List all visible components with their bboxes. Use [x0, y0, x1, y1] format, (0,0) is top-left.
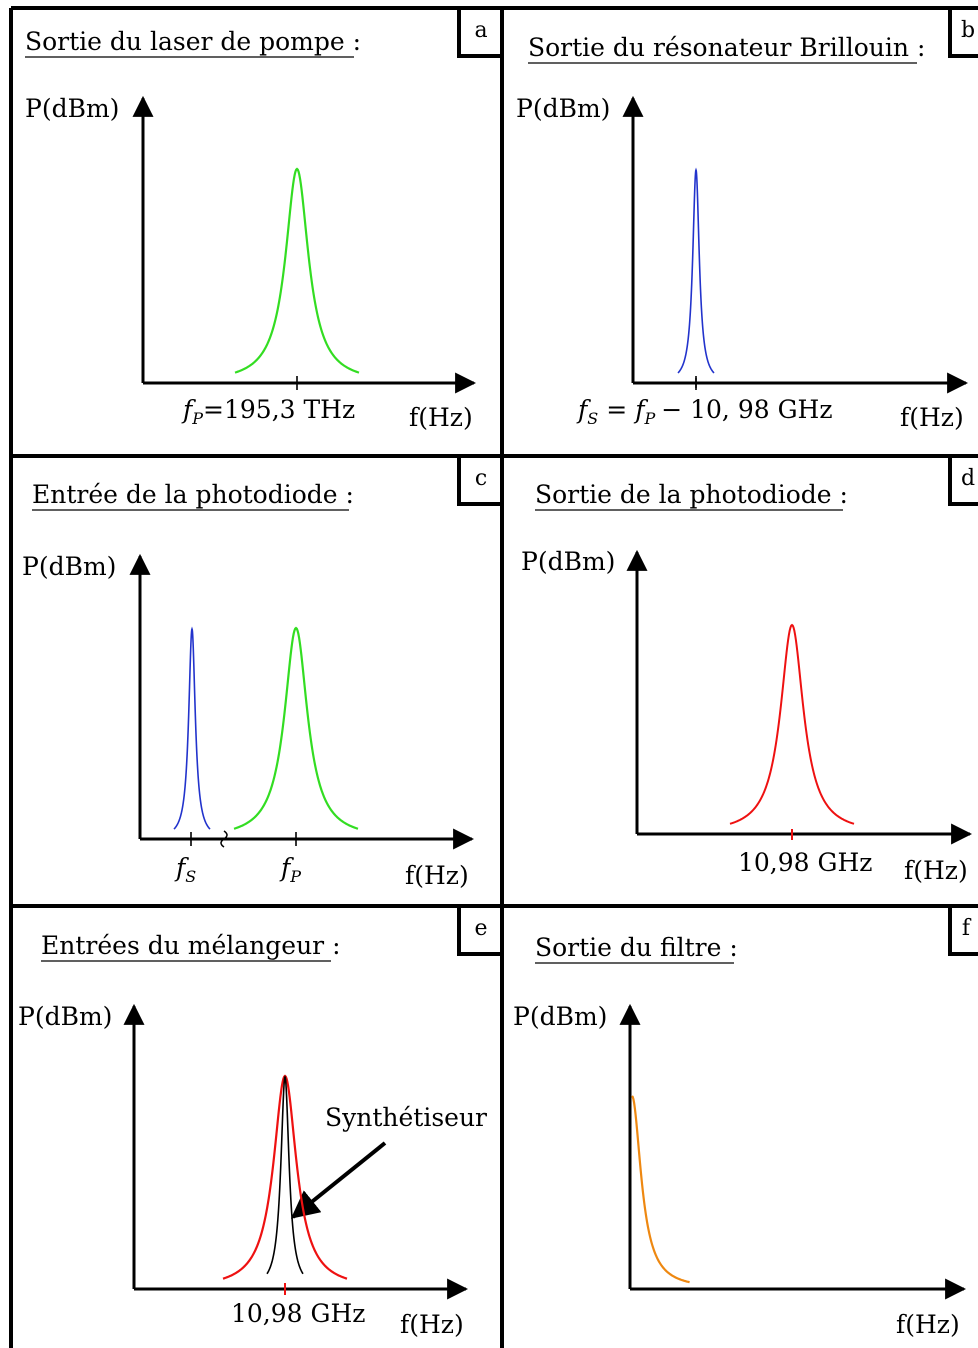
- corner-label-d: d: [961, 466, 975, 491]
- panel-d-x-label: f(Hz): [904, 856, 968, 885]
- panel-e-synthesizer-spectrum: [266, 1075, 304, 1275]
- panel-c-axes: P(dBm) f(Hz): [22, 552, 475, 890]
- panel-b-tick-label: fS = fP − 10, 98 GHz: [576, 395, 833, 428]
- panel-a-pump-spectrum: [234, 167, 360, 374]
- panel-b-axes: P(dBm) f(Hz): [516, 94, 969, 432]
- panel-e-x-label: f(Hz): [400, 1310, 464, 1339]
- panel-c-x-label: f(Hz): [405, 861, 469, 890]
- panel-d-title: Sortie de la photodiode :: [535, 480, 848, 509]
- panel-d-beat-spectrum: [729, 623, 855, 825]
- panel-f-filter-spectrum: [631, 1095, 690, 1284]
- panel-c-tick-label-p: fP: [279, 853, 301, 886]
- corner-label-b: b: [961, 18, 975, 43]
- panel-b-stokes-spectrum: [677, 167, 715, 374]
- corner-box-e: e: [457, 906, 502, 956]
- panel-f-y-label: P(dBm): [513, 1002, 607, 1031]
- panel-c-title: Entrée de la photodiode :: [32, 480, 354, 509]
- corner-label-c: c: [475, 466, 487, 491]
- corner-box-b: b: [948, 8, 978, 58]
- panel-d-tick-label: 10,98 GHz: [738, 848, 872, 877]
- panel-e-annotation: Synthétiseur: [325, 1103, 487, 1132]
- panel-d-y-label: P(dBm): [521, 547, 615, 576]
- panel-b-title: Sortie du résonateur Brillouin :: [528, 33, 925, 62]
- corner-box-f: f: [948, 906, 978, 956]
- panel-a-axes: P(dBm) f(Hz): [25, 94, 477, 432]
- panel-e-title: Entrées du mélangeur :: [41, 931, 341, 960]
- panel-e-annotation-arrow: [290, 1141, 387, 1219]
- panel-b-y-label: P(dBm): [516, 94, 610, 123]
- panel-e-tick-label: 10,98 GHz: [231, 1299, 365, 1328]
- corner-label-e: e: [474, 916, 487, 941]
- panel-e-axes: P(dBm) f(Hz) 10,98 GHz Synthétiseur: [18, 1002, 487, 1339]
- corner-label-a: a: [474, 18, 487, 43]
- panel-c-pump-spectrum: [233, 626, 359, 830]
- panel-a-tick-label: fP=195,3 THz: [181, 395, 355, 428]
- panel-f-x-label: f(Hz): [896, 1310, 960, 1339]
- panel-a-y-label: P(dBm): [25, 94, 119, 123]
- panel-c-y-label: P(dBm): [22, 552, 116, 581]
- panel-f-title: Sortie du filtre :: [535, 933, 738, 962]
- panel-c-axis-break: [220, 830, 228, 848]
- corner-label-f: f: [962, 916, 972, 941]
- panel-a-title: Sortie du laser de pompe :: [25, 27, 361, 56]
- panel-a-x-label: f(Hz): [409, 403, 473, 432]
- panel-d-axes: P(dBm) f(Hz) 10,98 GHz: [521, 547, 973, 885]
- panel-e-y-label: P(dBm): [18, 1002, 112, 1031]
- panel-c-stokes-spectrum: [173, 626, 211, 830]
- panel-c-tick-label-s: fS: [174, 853, 196, 886]
- panel-grid: [9, 6, 978, 1348]
- panel-b-x-label: f(Hz): [900, 403, 964, 432]
- corner-box-a: a: [457, 8, 502, 58]
- corner-box-d: d: [948, 456, 978, 506]
- panel-f-axes: P(dBm) f(Hz): [513, 1002, 967, 1339]
- corner-box-c: c: [457, 456, 502, 506]
